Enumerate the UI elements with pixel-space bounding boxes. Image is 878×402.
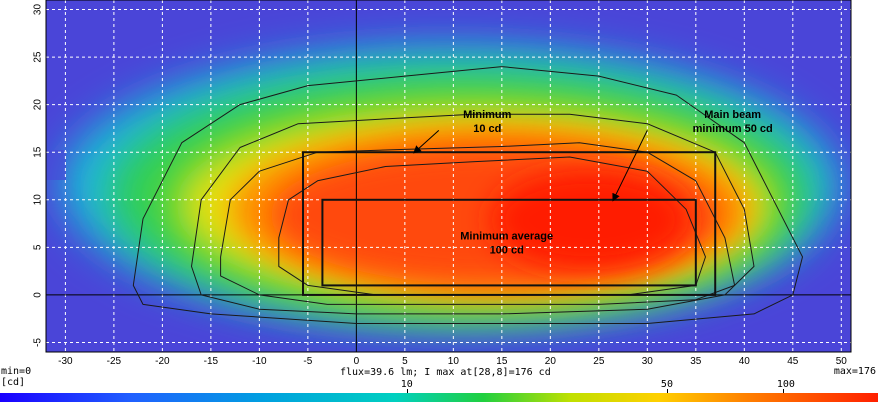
requirement-boxes — [302, 151, 717, 296]
x-tick-label: 0 — [354, 356, 360, 367]
annotation-line2: minimum 50 cd — [693, 123, 773, 135]
contour-line — [220, 142, 736, 305]
annotation-arrow — [413, 129, 440, 154]
x-tick-label: 10 — [448, 356, 460, 367]
inner-box — [321, 198, 697, 287]
flux-label: flux=39.6 lm; I max at[28,8]=176 cd — [340, 367, 551, 378]
y-tick-label: 10 — [33, 194, 44, 206]
x-tick-label: -15 — [204, 356, 219, 367]
y-tick-label: 20 — [33, 99, 44, 111]
contour-line — [132, 66, 803, 324]
outer-box — [302, 151, 717, 296]
y-tick-label: 30 — [33, 4, 44, 16]
annotation-line1: Minimum — [463, 109, 511, 121]
annotation-arrow — [612, 130, 648, 202]
y-tick-label: 5 — [33, 244, 44, 250]
max-label: max=176 — [833, 366, 876, 377]
x-tick-label: 40 — [739, 356, 751, 367]
x-tick-label: 5 — [402, 356, 408, 367]
annotation-line2: 10 cd — [473, 123, 501, 135]
top-left-strip — [46, 150, 66, 180]
colorbar-tick — [666, 389, 668, 393]
colorbar-tick-label: 10 — [400, 379, 413, 390]
intensity-heatmap — [46, 0, 851, 352]
x-tick-label: 35 — [690, 356, 702, 367]
axes — [45, 0, 852, 353]
colorbar-tick — [782, 389, 784, 393]
colorbar — [0, 393, 878, 402]
x-tick-label: 30 — [642, 356, 654, 367]
plot-border — [45, 0, 852, 353]
heat-core — [490, 170, 690, 270]
colorbar-tick-label: 100 — [776, 379, 795, 390]
unit-label: [cd] — [1, 377, 26, 388]
x-tick-label: -10 — [252, 356, 267, 367]
annotation-line2: 100 cd — [490, 245, 524, 257]
colorbar-tick — [406, 389, 408, 393]
colorbar-tick-label: 50 — [660, 379, 673, 390]
tick-labels: -30 -25 -20 -15 -10 -5 0 5 10 15 20 25 30 35 40 45 50 -5 0… — [33, 4, 848, 367]
x-tick-label: -30 — [58, 356, 73, 367]
x-tick-label: 45 — [787, 356, 799, 367]
y-tick-label: -5 — [33, 338, 44, 347]
x-tick-label: -25 — [107, 356, 122, 367]
min-label: min=0 — [1, 366, 32, 377]
y-tick-label: 25 — [33, 51, 44, 63]
x-tick-label: -5 — [303, 356, 312, 367]
x-tick-label: 50 — [836, 356, 848, 367]
x-tick-label: 15 — [496, 356, 508, 367]
x-tick-label: 25 — [593, 356, 605, 367]
x-tick-label: -20 — [155, 356, 170, 367]
annotation-line1: Minimum average — [460, 231, 553, 243]
annotation-line1: Main beam — [704, 109, 761, 121]
y-tick-label: 15 — [33, 146, 44, 158]
annotations: Minimum 10 cd Main beam minimum 50 cd Minimu… — [413, 109, 773, 257]
x-tick-label: 20 — [545, 356, 557, 367]
contour-line — [191, 113, 755, 315]
y-tick-label: 0 — [33, 292, 44, 298]
